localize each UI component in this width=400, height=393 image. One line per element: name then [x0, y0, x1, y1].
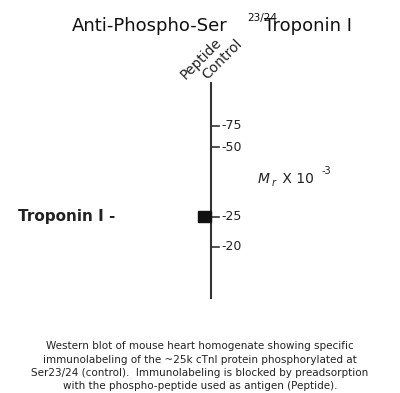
Text: -20: -20	[221, 241, 242, 253]
Text: Control: Control	[200, 37, 245, 82]
Text: X 10: X 10	[278, 172, 314, 186]
Text: M: M	[258, 172, 270, 186]
Text: r: r	[272, 178, 276, 188]
Text: Peptide: Peptide	[178, 35, 225, 82]
Text: Troponin I: Troponin I	[264, 17, 352, 35]
Text: -25: -25	[221, 210, 242, 223]
Text: Troponin I -: Troponin I -	[18, 209, 115, 224]
Text: -50: -50	[221, 141, 242, 154]
Text: -3: -3	[321, 166, 331, 176]
Text: Anti-Phospho-Ser: Anti-Phospho-Ser	[72, 17, 228, 35]
Text: Western blot of mouse heart homogenate showing specific
immunolabeling of the ~2: Western blot of mouse heart homogenate s…	[31, 342, 369, 391]
Bar	[198, 211, 211, 222]
Text: -75: -75	[221, 119, 242, 132]
Text: 23/24: 23/24	[247, 13, 277, 22]
